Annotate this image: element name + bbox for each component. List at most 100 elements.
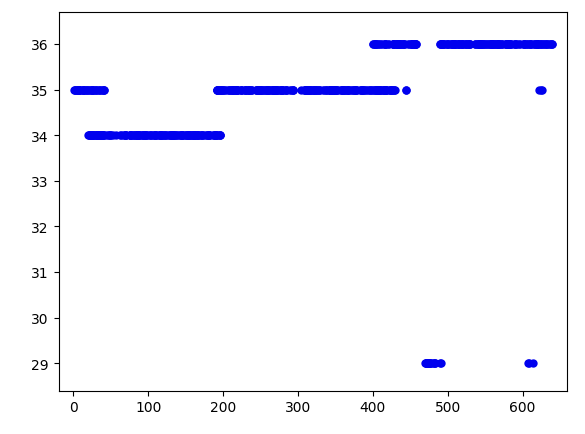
Point <box>116 132 125 139</box>
Point <box>82 87 92 94</box>
Point <box>243 87 253 94</box>
Point <box>329 87 339 94</box>
Point <box>546 41 556 48</box>
Point <box>195 132 204 139</box>
Point <box>430 360 439 367</box>
Point <box>194 132 203 139</box>
Point <box>104 132 113 139</box>
Point <box>135 132 144 139</box>
Point <box>454 41 463 48</box>
Point <box>480 41 489 48</box>
Point <box>88 87 97 94</box>
Point <box>88 132 98 139</box>
Point <box>278 87 287 94</box>
Point <box>322 87 332 94</box>
Point <box>178 132 188 139</box>
Point <box>233 87 242 94</box>
Point <box>410 41 419 48</box>
Point <box>394 41 403 48</box>
Point <box>366 87 375 94</box>
Point <box>236 87 245 94</box>
Point <box>374 87 383 94</box>
Point <box>188 132 198 139</box>
Point <box>190 132 199 139</box>
Point <box>501 41 510 48</box>
Point <box>246 87 256 94</box>
Point <box>457 41 467 48</box>
Point <box>386 87 395 94</box>
Point <box>254 87 263 94</box>
Point <box>135 132 144 139</box>
Point <box>398 41 408 48</box>
Point <box>212 132 221 139</box>
Point <box>536 87 546 94</box>
Point <box>215 132 225 139</box>
Point <box>212 87 221 94</box>
Point <box>272 87 281 94</box>
Point <box>278 87 287 94</box>
Point <box>300 87 309 94</box>
Point <box>428 360 438 367</box>
Point <box>346 87 356 94</box>
Point <box>390 87 399 94</box>
Point <box>157 132 167 139</box>
Point <box>267 87 277 94</box>
Point <box>166 132 175 139</box>
Point <box>281 87 290 94</box>
Point <box>78 87 87 94</box>
Point <box>333 87 343 94</box>
Point <box>410 41 419 48</box>
Point <box>177 132 186 139</box>
Point <box>301 87 310 94</box>
Point <box>251 87 260 94</box>
Point <box>315 87 325 94</box>
Point <box>121 132 130 139</box>
Point <box>85 132 94 139</box>
Point <box>282 87 291 94</box>
Point <box>146 132 156 139</box>
Point <box>474 41 484 48</box>
Point <box>213 87 222 94</box>
Point <box>369 41 378 48</box>
Point <box>448 41 457 48</box>
Point <box>388 41 398 48</box>
Point <box>491 41 500 48</box>
Point <box>88 132 98 139</box>
Point <box>209 132 218 139</box>
Point <box>340 87 349 94</box>
Point <box>324 87 333 94</box>
Point <box>398 41 408 48</box>
Point <box>139 132 149 139</box>
Point <box>485 41 494 48</box>
Point <box>349 87 358 94</box>
Point <box>231 87 240 94</box>
Point <box>198 132 207 139</box>
Point <box>131 132 140 139</box>
Point <box>392 41 401 48</box>
Point <box>539 41 548 48</box>
Point <box>120 132 129 139</box>
Point <box>342 87 352 94</box>
Point <box>261 87 271 94</box>
Point <box>236 87 246 94</box>
Point <box>304 87 313 94</box>
Point <box>242 87 251 94</box>
Point <box>359 87 369 94</box>
Point <box>476 41 486 48</box>
Point <box>312 87 322 94</box>
Point <box>184 132 193 139</box>
Point <box>400 41 409 48</box>
Point <box>355 87 364 94</box>
Point <box>225 87 234 94</box>
Point <box>184 132 193 139</box>
Point <box>450 41 460 48</box>
Point <box>352 87 361 94</box>
Point <box>337 87 346 94</box>
Point <box>312 87 321 94</box>
Point <box>387 87 396 94</box>
Point <box>196 132 205 139</box>
Point <box>531 41 540 48</box>
Point <box>548 41 557 48</box>
Point <box>504 41 513 48</box>
Point <box>510 41 519 48</box>
